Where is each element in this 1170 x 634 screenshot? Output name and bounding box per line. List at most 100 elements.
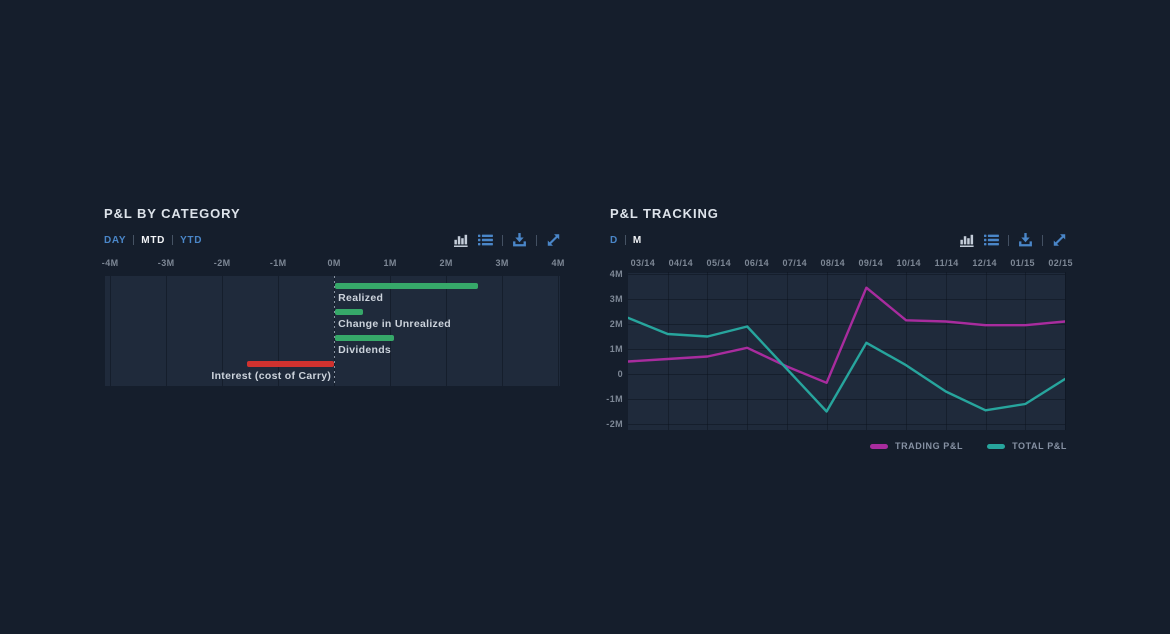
x-tick-label: 1M — [383, 258, 397, 268]
expand-icon[interactable] — [546, 233, 561, 247]
legend-label: TOTAL P&L — [1012, 441, 1067, 451]
legend-swatch — [987, 443, 1006, 449]
x-tick-label: 02/15 — [1048, 258, 1073, 268]
grid-row-band — [628, 300, 1065, 324]
y-axis: 4M 3M 2M 1M 0 -1M -2M — [606, 269, 623, 430]
range-option-m[interactable]: M — [632, 234, 642, 246]
bar-change-in-unrealized[interactable] — [335, 309, 364, 315]
range-toggle-group: DAY MTD YTD — [104, 235, 202, 246]
grid-column-band — [111, 276, 166, 386]
range-option-day[interactable]: DAY — [104, 234, 127, 246]
x-tick-label: 08/14 — [820, 258, 846, 268]
separator — [536, 234, 537, 246]
x-tick-label: -2M — [213, 258, 231, 268]
download-icon[interactable] — [512, 233, 527, 247]
grid-column-band — [279, 276, 334, 386]
grid-month-line — [667, 272, 669, 430]
grid-month-line — [826, 272, 828, 430]
x-tick-label: 01/15 — [1010, 258, 1035, 268]
page-title: P&L BY CATEGORY — [104, 206, 241, 221]
list-icon[interactable] — [478, 233, 493, 247]
y-tick-label: 2M — [609, 319, 623, 329]
download-icon[interactable] — [1018, 233, 1033, 247]
range-option-ytd[interactable]: YTD — [180, 234, 203, 246]
legend-item-trading-p-l[interactable]: TRADING P&L — [869, 441, 964, 451]
zero-baseline — [334, 276, 336, 386]
toolbar-icons — [960, 233, 1067, 247]
bar-realized[interactable] — [335, 283, 478, 289]
bar-chart-canvas: Realized Change in Unrealized Dividends Int… — [104, 276, 561, 386]
grid-month-line — [1065, 272, 1066, 430]
x-tick-label: 05/14 — [706, 258, 732, 268]
x-axis: -4M -3M -2M -1M 0M 1M 2M 3M 4M — [101, 258, 565, 270]
grid-column-band — [335, 276, 390, 386]
x-tick-label: 10/14 — [896, 258, 921, 268]
bar-label: Realized — [338, 292, 384, 304]
page-title: P&L TRACKING — [610, 206, 719, 221]
x-tick-label: -1M — [269, 258, 287, 268]
x-tick-label: 04/14 — [668, 258, 694, 268]
grid-column-band — [105, 276, 110, 386]
legend-item-total-p-l[interactable]: TOTAL P&L — [987, 441, 1067, 451]
toolbar-icons — [454, 233, 561, 247]
separator — [1042, 234, 1043, 246]
bar-label: Change in Unrealized — [338, 318, 451, 330]
grid-row-band — [628, 350, 1065, 374]
grid-column-band — [223, 276, 278, 386]
y-tick-label: 4M — [609, 269, 623, 279]
separator — [502, 234, 503, 246]
x-tick-label: -3M — [157, 258, 175, 268]
y-tick-label: -2M — [606, 419, 623, 429]
list-icon[interactable] — [984, 233, 999, 247]
grid-month-line — [866, 272, 868, 430]
x-tick-label: 0M — [327, 258, 341, 268]
grid-month-line — [906, 272, 908, 430]
bar-interest-cost-of-carry[interactable] — [247, 361, 335, 367]
line-chart-canvas — [628, 272, 1066, 430]
x-axis: 03/14 04/14 05/14 06/14 07/14 08/14 09/14 10/14… — [628, 258, 1073, 270]
y-tick-label: 1M — [609, 344, 623, 354]
grid-column-band — [447, 276, 502, 386]
grid-column-band — [391, 276, 446, 386]
series-line-total-p-l — [628, 316, 1065, 413]
x-tick-label: 03/14 — [630, 258, 656, 268]
separator — [133, 235, 135, 245]
grid-row-band — [628, 275, 1065, 299]
bar-chart-icon[interactable] — [454, 233, 469, 247]
bar-label: Interest (cost of Carry) — [211, 370, 332, 382]
pnl-by-category-panel: P&L BY CATEGORY DAY MTD YTD -4M -3M -2M -1M 0M… — [101, 206, 565, 456]
grid-month-line — [985, 272, 987, 430]
separator — [172, 235, 174, 245]
range-option-mtd[interactable]: MTD — [141, 234, 166, 246]
grid-column-band — [503, 276, 558, 386]
legend-swatch — [869, 443, 888, 449]
grid-row-band — [628, 273, 1065, 274]
line-series-layer — [628, 286, 1065, 413]
bar-label: Dividends — [338, 344, 392, 356]
grid-month-line — [945, 272, 947, 430]
x-tick-label: 06/14 — [744, 258, 770, 268]
grid-month-line — [747, 272, 749, 430]
expand-icon[interactable] — [1052, 233, 1067, 247]
legend-label: TRADING P&L — [894, 441, 964, 451]
separator — [624, 235, 626, 245]
x-tick-label: 4M — [551, 258, 565, 268]
series-line-trading-p-l — [628, 286, 1065, 385]
x-tick-label: -4M — [101, 258, 119, 268]
x-tick-label: 2M — [439, 258, 453, 268]
toolbar: DAY MTD YTD — [104, 232, 561, 248]
y-tick-label: 3M — [609, 294, 623, 304]
grid-month-line — [1025, 272, 1027, 430]
x-tick-label: 3M — [495, 258, 509, 268]
grid-month-line — [707, 272, 709, 430]
range-option-d[interactable]: D — [610, 234, 618, 246]
grid-column-band — [167, 276, 222, 386]
bar-chart-icon[interactable] — [960, 233, 975, 247]
bar-dividends[interactable] — [335, 335, 394, 341]
x-tick-label: 11/14 — [934, 258, 959, 268]
grid-month-line — [786, 272, 788, 430]
grid-row-band — [628, 425, 1065, 430]
